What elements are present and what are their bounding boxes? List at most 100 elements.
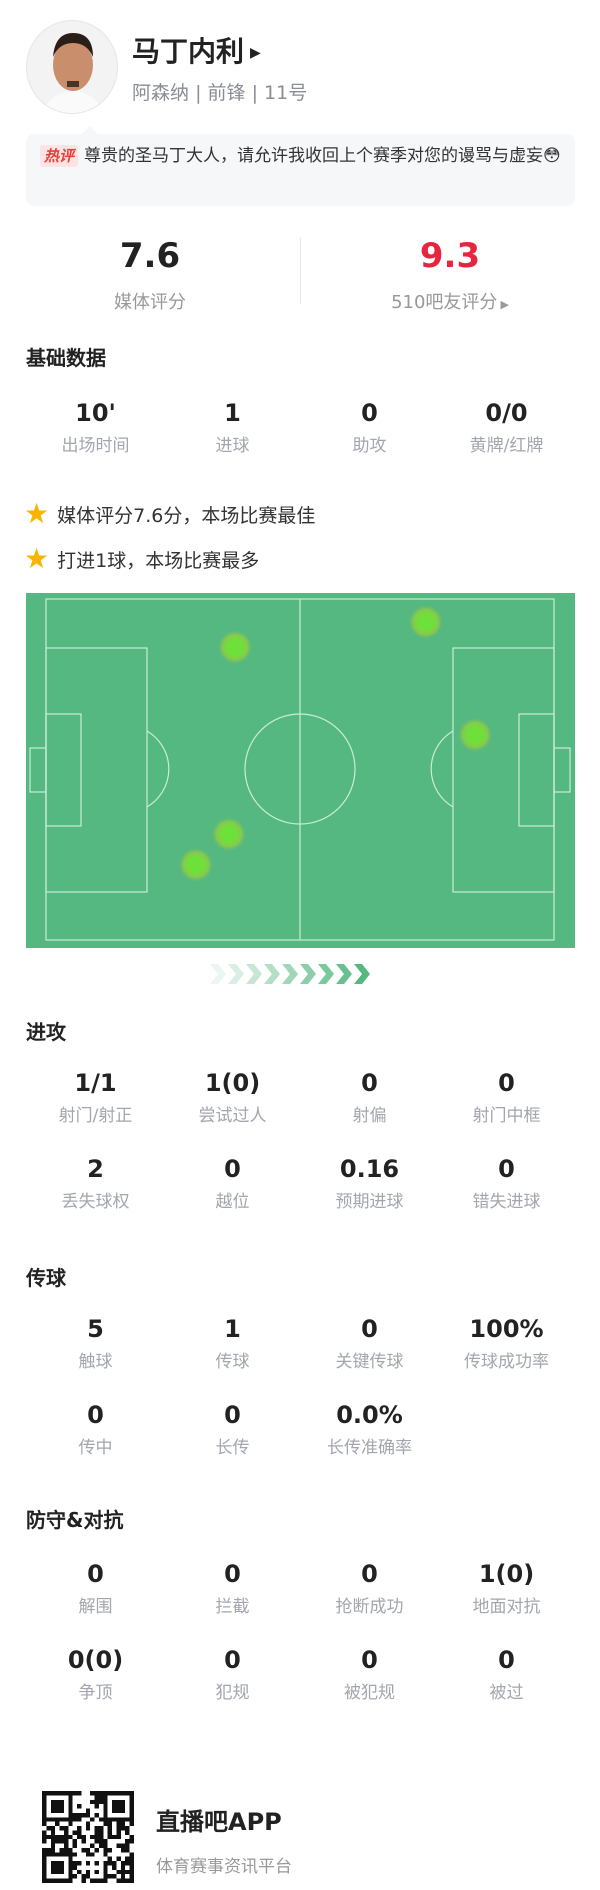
stat-value: 0/0 — [485, 399, 528, 427]
chevron-right-icon — [264, 964, 280, 984]
stat-value: 0 — [361, 399, 378, 427]
media-rating-value: 7.6 — [119, 236, 181, 276]
hot-comment-tag: 热评 — [40, 145, 79, 167]
stat-label: 拦截 — [215, 1597, 250, 1617]
player-name-link[interactable]: 马丁内利 ▶ — [132, 30, 261, 70]
qr-code — [42, 1791, 134, 1883]
section-title-attack: 进攻 — [26, 1020, 66, 1044]
stat-label: 被过 — [489, 1683, 524, 1703]
heatmap-touch-dot — [407, 604, 444, 641]
separator: | — [251, 82, 258, 104]
stat-label: 预期进球 — [335, 1192, 404, 1212]
stat-label: 触球 — [78, 1352, 113, 1372]
stat-value: 0 — [224, 1155, 241, 1183]
hot-comment-text: 尊贵的圣马丁大人，请允许我收回上个赛季对您的谩骂与虚妄😳 — [84, 146, 561, 166]
stat-item: 0 长传 — [164, 1400, 301, 1460]
stat-value: 0 — [361, 1315, 378, 1343]
stat-label: 长传准确率 — [327, 1438, 412, 1458]
stat-label: 长传 — [215, 1438, 250, 1458]
hot-comment[interactable]: 热评 尊贵的圣马丁大人，请允许我收回上个赛季对您的谩骂与虚妄😳 — [26, 126, 575, 206]
stat-label: 射偏 — [352, 1106, 387, 1126]
stat-value: 1(0) — [204, 1069, 261, 1097]
chevron-right-icon — [282, 964, 298, 984]
stat-item: 0 越位 — [164, 1154, 301, 1214]
stat-value: 0 — [498, 1069, 515, 1097]
chevron-right-icon — [336, 964, 352, 984]
chevron-right-icon — [210, 964, 226, 984]
stat-item: 0 助攻 — [301, 398, 438, 458]
position: 前锋 — [207, 82, 246, 104]
stat-label: 射门/射正 — [58, 1106, 133, 1126]
media-rating: 7.6 媒体评分 — [0, 236, 300, 314]
stat-value: 1/1 — [74, 1069, 117, 1097]
highlight-item: ★ 打进1球，本场比赛最多 — [24, 545, 259, 573]
stat-value: 0(0) — [67, 1646, 124, 1674]
stat-label: 犯规 — [215, 1683, 250, 1703]
stat-item: 100% 传球成功率 — [438, 1314, 575, 1374]
stat-value: 5 — [87, 1315, 104, 1343]
stat-item: 10' 出场时间 — [27, 398, 164, 458]
stat-item: 1 传球 — [164, 1314, 301, 1374]
app-tagline: 体育赛事资讯平台 — [156, 1857, 292, 1877]
stat-label: 尝试过人 — [198, 1106, 267, 1126]
stat-item: 1/1 射门/射正 — [27, 1068, 164, 1128]
stat-value: 0.0% — [336, 1401, 403, 1429]
stat-item: 0 解围 — [27, 1559, 164, 1619]
heatmap-touch-dot — [210, 816, 247, 853]
stat-item: 2 丢失球权 — [27, 1154, 164, 1214]
player-info: 阿森纳 | 前锋 | 11号 — [132, 78, 307, 105]
caret-right-icon: ▶ — [500, 298, 509, 311]
stat-label: 进球 — [215, 436, 250, 456]
player-avatar — [26, 20, 118, 114]
stat-item: 0 犯规 — [164, 1645, 301, 1705]
stat-item: 1(0) 尝试过人 — [164, 1068, 301, 1128]
stat-item: 0(0) 争顶 — [27, 1645, 164, 1705]
stat-label: 助攻 — [352, 436, 387, 456]
stat-label: 地面对抗 — [472, 1597, 541, 1617]
stat-value: 10' — [75, 399, 116, 427]
stat-value: 0 — [224, 1401, 241, 1429]
stat-label: 解围 — [78, 1597, 113, 1617]
highlight-text: 打进1球，本场比赛最多 — [57, 549, 260, 572]
chevron-right-icon — [246, 964, 262, 984]
chevron-right-icon — [354, 964, 370, 984]
passing-stats: 5 触球 1 传球 0 关键传球 100% 传球成功率 0 传中 0 长传 0.0% 长传准确率 — [0, 1314, 600, 1460]
player-name: 马丁内利 — [132, 35, 245, 68]
star-icon: ★ — [24, 497, 50, 530]
stat-item: 0.0% 长传准确率 — [301, 1400, 438, 1460]
chevron-right-icon — [228, 964, 244, 984]
stat-value: 1(0) — [478, 1560, 535, 1588]
stat-value: 100% — [469, 1315, 544, 1343]
stat-item: 0 传中 — [27, 1400, 164, 1460]
stat-value: 0 — [224, 1646, 241, 1674]
highlight-text: 媒体评分7.6分，本场比赛最佳 — [57, 504, 316, 527]
stat-item: 0.16 预期进球 — [301, 1154, 438, 1214]
chevron-right-icon — [318, 964, 334, 984]
stat-value: 2 — [87, 1155, 104, 1183]
separator: | — [195, 82, 202, 104]
section-title-defense: 防守&对抗 — [26, 1508, 124, 1532]
stat-value: 0 — [87, 1401, 104, 1429]
stat-label: 黄牌/红牌 — [469, 436, 544, 456]
stat-value: 0 — [361, 1069, 378, 1097]
caret-right-icon: ▶ — [250, 45, 261, 61]
stat-label: 越位 — [215, 1192, 250, 1212]
stat-item: 0 拦截 — [164, 1559, 301, 1619]
stat-label: 争顶 — [78, 1683, 113, 1703]
stat-label: 出场时间 — [61, 436, 130, 456]
stat-label: 传中 — [78, 1438, 113, 1458]
heatmap-pitch — [26, 593, 575, 948]
stat-value: 1 — [224, 1315, 241, 1343]
stat-label: 丢失球权 — [61, 1192, 130, 1212]
stat-item: 0 被犯规 — [301, 1645, 438, 1705]
stat-label: 错失进球 — [472, 1192, 541, 1212]
fan-rating[interactable]: 9.3 510吧友评分 ▶ — [300, 236, 600, 314]
attack-stats: 1/1 射门/射正 1(0) 尝试过人 0 射偏 0 射门中框 2 丢失球权 0 越位 0.16 预期进球… — [0, 1068, 600, 1214]
stat-item: 0 错失进球 — [438, 1154, 575, 1214]
heatmap-touch-dot — [457, 716, 494, 753]
stat-value: 0 — [498, 1155, 515, 1183]
stat-value: 0 — [361, 1646, 378, 1674]
stat-value: 0 — [361, 1560, 378, 1588]
chevrons-right-icon — [210, 964, 370, 984]
stat-value: 1 — [224, 399, 241, 427]
